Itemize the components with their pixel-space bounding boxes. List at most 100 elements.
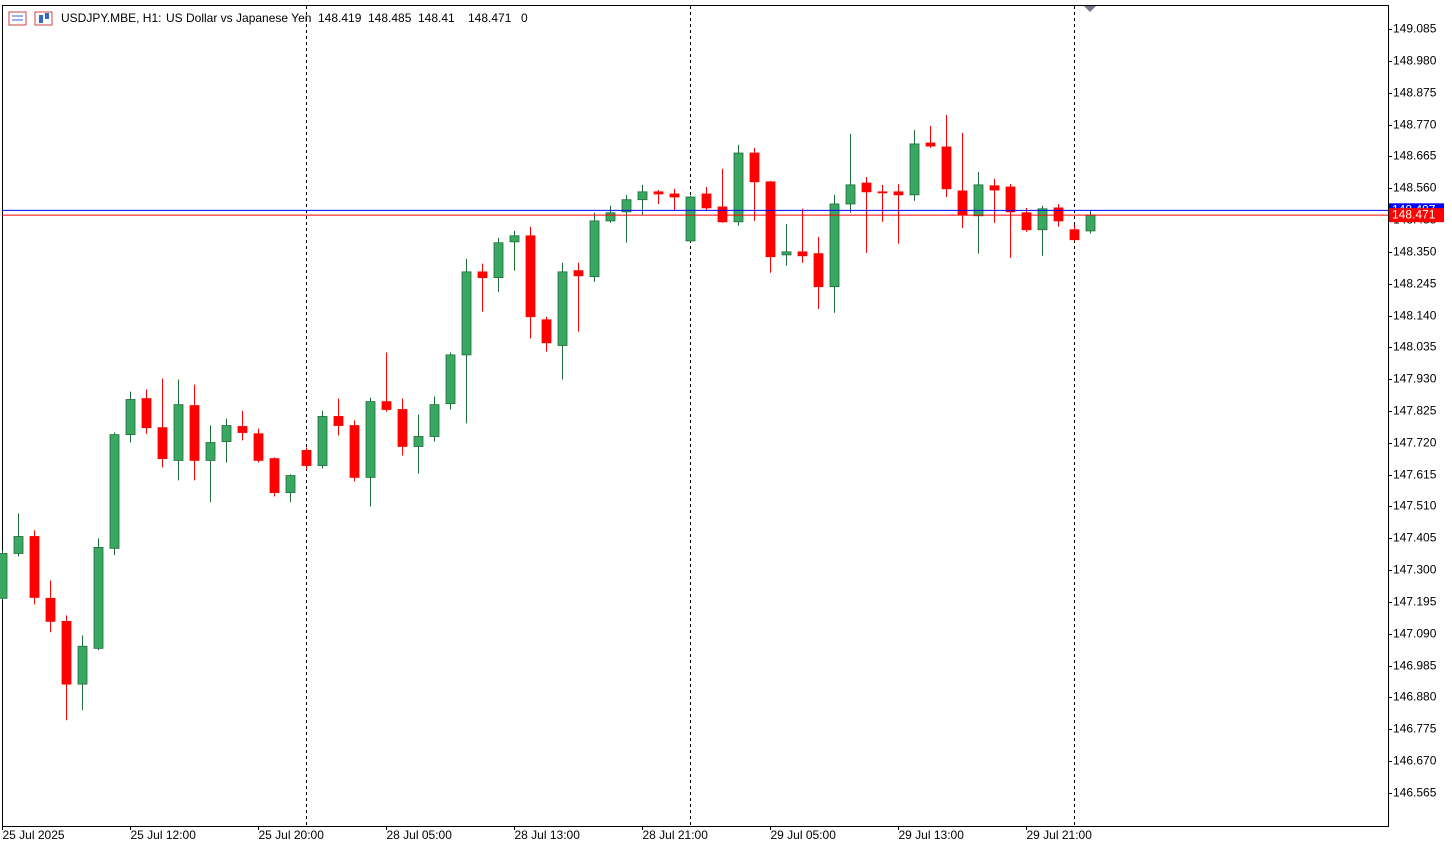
candle-body: [157, 427, 168, 459]
y-tick-label: 147.930: [1393, 372, 1437, 386]
candle-body: [893, 191, 904, 196]
candle-body: [381, 401, 392, 410]
candle-body: [77, 645, 88, 685]
candle-body: [621, 199, 632, 213]
x-tick-label: 29 Jul 05:00: [771, 828, 837, 842]
y-tick-label: 147.825: [1393, 404, 1437, 418]
symbol: USDJPY.MBE, H1:: [61, 11, 161, 25]
y-tick-label: 147.720: [1393, 436, 1437, 450]
candle-body: [141, 398, 152, 429]
candle-body: [605, 212, 616, 222]
icon: [34, 11, 53, 26]
y-tick-label: 148.035: [1393, 340, 1437, 354]
candle-body: [1053, 207, 1064, 222]
candle-body: [925, 142, 936, 147]
candle-body: [13, 536, 24, 554]
candle-body: [653, 191, 664, 195]
candle-body: [93, 547, 104, 649]
candle-body: [829, 203, 840, 288]
x-tick-label: 28 Jul 13:00: [515, 828, 581, 842]
candle-body: [749, 152, 760, 183]
candle-body: [701, 193, 712, 209]
x-tick-label: 25 Jul 12:00: [131, 828, 197, 842]
bid-label-bg: [1389, 208, 1444, 223]
x-tick-label: 25 Jul 20:00: [259, 828, 325, 842]
candle-body: [29, 536, 40, 598]
candle-body: [237, 426, 248, 433]
icon: [39, 15, 43, 23]
candle-body: [1005, 186, 1016, 213]
candle-body: [429, 404, 440, 437]
candle-body: [253, 433, 264, 461]
candle-body: [333, 416, 344, 426]
candle-body: [845, 184, 856, 205]
candle-body: [269, 458, 280, 493]
candle-body: [989, 185, 1000, 191]
candle-body: [493, 242, 504, 279]
header-volume: 0: [521, 11, 528, 25]
bid-label: 148.471: [1392, 207, 1436, 221]
candle-body: [941, 146, 952, 190]
y-tick-label: 146.880: [1393, 690, 1437, 704]
candle-body: [813, 253, 824, 288]
candle-body: [669, 193, 680, 198]
candle-body: [685, 196, 696, 242]
y-tick-label: 148.665: [1393, 149, 1437, 163]
candle-body: [413, 436, 424, 447]
y-tick-label: 146.775: [1393, 722, 1437, 736]
candle-body: [173, 404, 184, 461]
y-tick-label: 146.670: [1393, 754, 1437, 768]
candle-body: [221, 425, 232, 443]
y-tick-label: 146.985: [1393, 659, 1437, 673]
candle-body: [397, 409, 408, 447]
candle-body: [301, 450, 312, 466]
candle-body: [781, 251, 792, 256]
x-tick-label: 25 Jul 2025: [3, 828, 65, 842]
candle-body: [1069, 229, 1080, 241]
x-tick-label: 28 Jul 21:00: [643, 828, 709, 842]
candle-body: [109, 434, 120, 549]
candle-body: [909, 143, 920, 196]
candle-body: [1021, 212, 1032, 231]
x-tick-label: 28 Jul 05:00: [387, 828, 453, 842]
description: US Dollar vs Japanese Yen: [166, 11, 311, 25]
y-tick-label: 148.560: [1393, 181, 1437, 195]
y-tick-label: 146.565: [1393, 786, 1437, 800]
y-tick-label: 149.085: [1393, 22, 1437, 36]
y-tick-label: 148.770: [1393, 118, 1437, 132]
header-icons: [8, 11, 53, 26]
candle-body: [445, 354, 456, 405]
candle-body: [509, 235, 520, 243]
candle-body: [1037, 208, 1048, 231]
y-tick-label: 148.245: [1393, 277, 1437, 291]
candle-body: [797, 251, 808, 257]
candle-body: [589, 220, 600, 278]
candle-body: [861, 182, 872, 193]
candle-body: [189, 405, 200, 461]
plot-frame: [2, 5, 1389, 827]
candle-body: [733, 152, 744, 223]
candle-body: [717, 206, 728, 223]
candle-body: [61, 620, 72, 685]
candle-body: [525, 235, 536, 318]
x-tick-label: 29 Jul 21:00: [1027, 828, 1093, 842]
candle-body: [461, 271, 472, 356]
icon: [8, 11, 27, 26]
y-tick-label: 148.350: [1393, 245, 1437, 259]
y-tick-label: 147.615: [1393, 468, 1437, 482]
candle-body: [765, 181, 776, 258]
y-tick-label: 148.140: [1393, 309, 1437, 323]
candle-body: [125, 399, 136, 436]
candle-body: [973, 184, 984, 217]
candle-body: [957, 190, 968, 216]
y-tick-label: 147.300: [1393, 563, 1437, 577]
candle-body: [317, 416, 328, 466]
candle-body: [0, 553, 8, 599]
y-tick-label: 148.980: [1393, 54, 1437, 68]
header-low: 148.41: [418, 11, 455, 25]
candle-body: [477, 271, 488, 279]
day-separators: [306, 6, 1075, 826]
header-close: 148.471: [468, 11, 512, 25]
shift-marker: [1084, 6, 1096, 12]
